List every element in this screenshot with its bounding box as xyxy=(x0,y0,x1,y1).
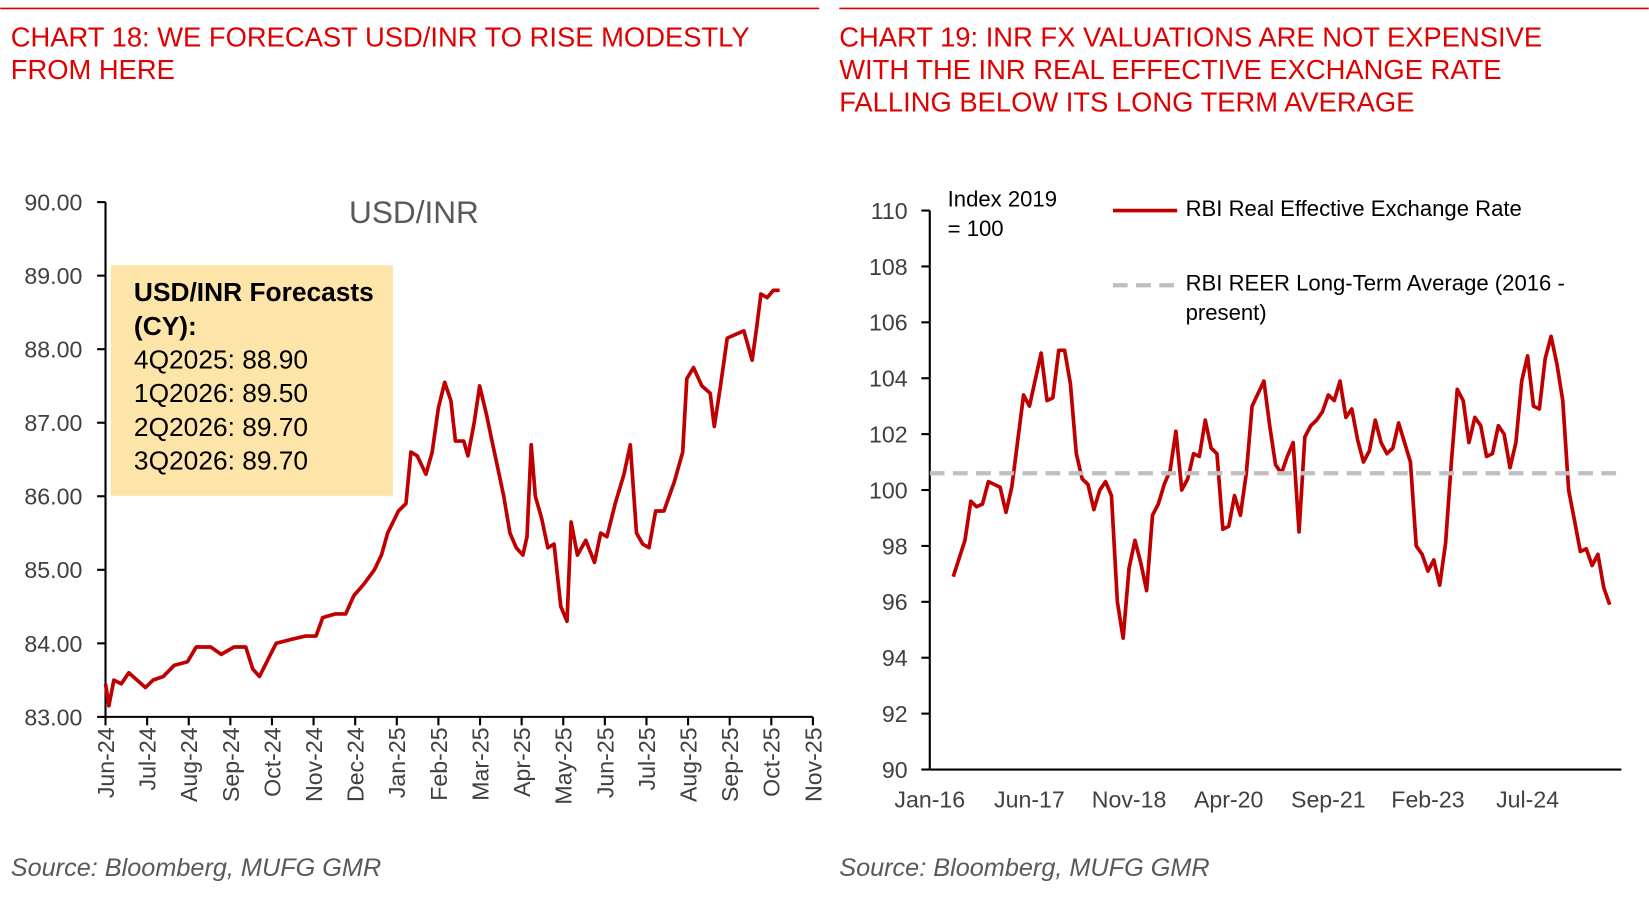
x-tick-label: Apr-25 xyxy=(509,727,535,796)
x-tick-label: Aug-25 xyxy=(676,727,702,802)
x-tick-label: Jul-25 xyxy=(634,727,660,790)
y-tick-label: 96 xyxy=(882,589,908,615)
x-tick-label: Feb-23 xyxy=(1391,786,1464,812)
y-tick-label: 106 xyxy=(869,310,908,336)
series-line xyxy=(103,288,780,708)
y-tick-label: 92 xyxy=(882,701,908,727)
y-tick-label: 85.00 xyxy=(24,557,82,583)
legend-label: RBI Real Effective Exchange Rate xyxy=(1185,196,1522,222)
x-tick-label: Oct-24 xyxy=(259,727,285,797)
x-tick-label: Sep-21 xyxy=(1291,786,1366,812)
legend-entry: RBI Real Effective Exchange Rate xyxy=(1185,196,1522,222)
x-tick-label: Jun-25 xyxy=(592,727,618,798)
x-tick-label: Dec-24 xyxy=(343,727,369,802)
forecast-line: 3Q2026: 89.70 xyxy=(133,446,309,476)
source-note: Source: Bloomberg, MUFG GMR xyxy=(11,854,381,882)
forecast-box-text: USD/INR Forecasts (CY):4Q2025: 88.901Q20… xyxy=(134,276,387,478)
y-tick-label: 90.00 xyxy=(24,190,82,216)
x-tick-label: Jul-24 xyxy=(135,727,161,790)
y-tick-label: 84.00 xyxy=(24,631,82,657)
x-tick-label: Jan-25 xyxy=(384,727,410,798)
plot-label: USD/INR xyxy=(349,194,479,230)
y-tick-label: 104 xyxy=(869,366,908,392)
x-tick-label: May-25 xyxy=(551,727,577,804)
series-line xyxy=(951,334,1612,640)
y-tick-label: 87.00 xyxy=(24,410,82,436)
y-tick-label: 94 xyxy=(882,645,908,671)
x-tick-label: Mar-25 xyxy=(467,727,493,800)
x-tick-label: Jun-24 xyxy=(93,727,119,798)
y-tick-label: 100 xyxy=(869,477,908,503)
x-tick-label: Aug-24 xyxy=(176,727,202,802)
x-tick-label: Nov-25 xyxy=(800,727,826,802)
chart-title: WITH THE INR REAL EFFECTIVE EXCHANGE RAT… xyxy=(839,54,1501,85)
x-tick-label: Jul-24 xyxy=(1496,786,1559,812)
x-tick-label: Sep-24 xyxy=(218,727,244,802)
x-tick-label: Nov-24 xyxy=(301,727,327,802)
x-tick-label: Oct-25 xyxy=(759,727,785,796)
chart-title: CHART 18: WE FORECAST USD/INR TO RISE MO… xyxy=(11,21,750,52)
forecast-line: 1Q2026: 89.50 xyxy=(133,378,309,409)
legend-label: RBI REER Long-Term Average (2016 - prese… xyxy=(1185,271,1565,326)
chart-title: CHART 19: INR FX VALUATIONS ARE NOT EXPE… xyxy=(839,21,1542,52)
x-tick-label: Apr-20 xyxy=(1194,786,1263,812)
x-tick-label: Sep-25 xyxy=(717,727,743,802)
forecast-box xyxy=(110,265,393,496)
y-tick-label: 98 xyxy=(882,533,908,559)
y-tick-label: 86.00 xyxy=(24,484,82,510)
x-tick-label: Jun-17 xyxy=(994,786,1065,812)
x-tick-label: Feb-25 xyxy=(426,727,452,800)
y-tick-label: 89.00 xyxy=(24,263,82,289)
y-tick-label: 102 xyxy=(869,422,908,448)
axis-note: = 100 xyxy=(948,216,1004,241)
legend-entry: RBI REER Long-Term Average (2016 - prese… xyxy=(1185,271,1565,326)
chart-title: FROM HERE xyxy=(11,54,175,85)
forecast-line: 4Q2025: 88.90 xyxy=(133,345,309,375)
y-tick-label: 83.00 xyxy=(24,704,82,730)
forecast-title: USD/INR Forecasts (CY): xyxy=(133,277,374,342)
axis-note: Index 2019 xyxy=(948,186,1057,211)
source-note: Source: Bloomberg, MUFG GMR xyxy=(839,854,1209,882)
chart-title: FALLING BELOW ITS LONG TERM AVERAGE xyxy=(839,87,1414,118)
y-tick-label: 90 xyxy=(882,757,908,783)
forecast-text: USD/INR Forecasts (CY): 4Q2025: 88.90 1Q20… xyxy=(134,276,387,478)
y-tick-label: 88.00 xyxy=(24,337,82,363)
y-tick-label: 110 xyxy=(871,198,908,224)
x-tick-label: Jan-16 xyxy=(894,786,965,812)
x-tick-label: Nov-18 xyxy=(1092,786,1167,812)
forecast-line: 2Q2026: 89.70 xyxy=(133,412,309,443)
y-tick-label: 108 xyxy=(869,254,908,280)
